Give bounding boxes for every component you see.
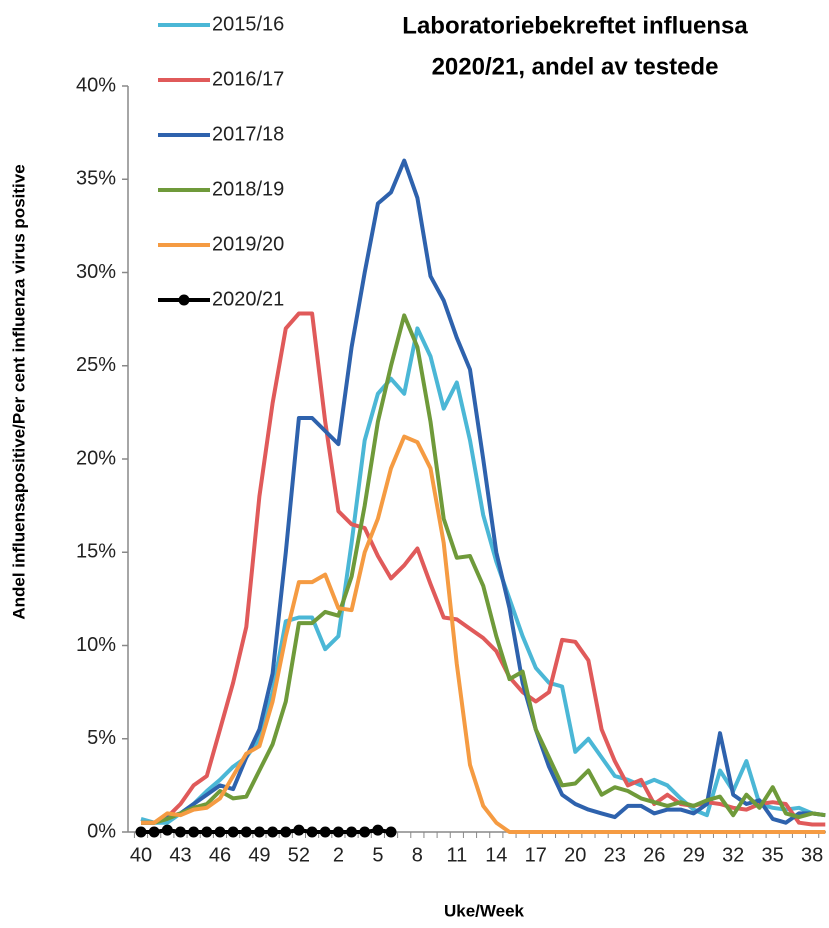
point (280, 826, 292, 838)
point (332, 826, 344, 838)
legend-label: 2016/17 (212, 68, 284, 90)
x-tick-label: 5 (372, 844, 383, 866)
x-tick-label: 14 (485, 844, 507, 866)
point (188, 826, 200, 838)
x-tick-label: 29 (683, 844, 705, 866)
legend-label: 2020/21 (212, 288, 284, 310)
point (346, 826, 358, 838)
x-tick-label: 23 (604, 844, 626, 866)
x-tick-label: 8 (412, 844, 423, 866)
x-tick-label: 40 (130, 844, 152, 866)
point (148, 826, 160, 838)
point (267, 826, 279, 838)
legend-label: 2019/20 (212, 233, 284, 255)
point (293, 824, 305, 836)
point (201, 826, 213, 838)
x-tick-label: 20 (564, 844, 586, 866)
point (161, 824, 173, 836)
y-tick-label: 40% (76, 74, 116, 96)
x-tick-label: 11 (446, 844, 467, 866)
legend-label: 2017/18 (212, 123, 284, 145)
y-tick-label: 15% (76, 541, 116, 563)
series-line (141, 158, 826, 825)
y-tick-label: 20% (76, 447, 116, 469)
x-tick-label: 2 (333, 844, 344, 866)
point (359, 826, 371, 838)
point (372, 824, 384, 836)
y-axis-label: Andel influensapositive/Per cent influen… (9, 164, 28, 619)
legend-label: 2015/16 (212, 13, 284, 35)
y-tick-label: 35% (76, 168, 116, 190)
x-tick-label: 46 (209, 844, 231, 866)
x-tick-label: 32 (722, 844, 744, 866)
x-tick-label: 49 (248, 844, 270, 866)
x-tick-label: 43 (169, 844, 191, 866)
chart-title: 2020/21, andel av testede (432, 53, 719, 80)
series-line (141, 311, 826, 827)
point (214, 826, 226, 838)
series-line (141, 434, 826, 834)
y-tick-label: 25% (76, 354, 116, 376)
y-tick-label: 5% (87, 727, 116, 749)
x-tick-label: 26 (643, 844, 665, 866)
y-tick-label: 10% (76, 634, 116, 656)
x-tick-label: 38 (801, 844, 823, 866)
point (174, 826, 186, 838)
x-tick-label: 52 (288, 844, 310, 866)
point (135, 826, 147, 838)
x-tick-label: 17 (525, 844, 547, 866)
legend-marker (178, 294, 190, 306)
point (253, 826, 265, 838)
legend-label: 2018/19 (212, 178, 284, 200)
point (306, 826, 318, 838)
point (240, 826, 252, 838)
series-line (141, 313, 826, 825)
point (227, 826, 239, 838)
point (385, 826, 397, 838)
point (319, 826, 331, 838)
chart-title: Laboratoriebekreftet influensa (402, 12, 748, 39)
x-tick-label: 35 (762, 844, 784, 866)
x-axis-label: Uke/Week (444, 901, 525, 920)
y-tick-label: 30% (76, 261, 116, 283)
y-tick-label: 0% (87, 820, 116, 842)
